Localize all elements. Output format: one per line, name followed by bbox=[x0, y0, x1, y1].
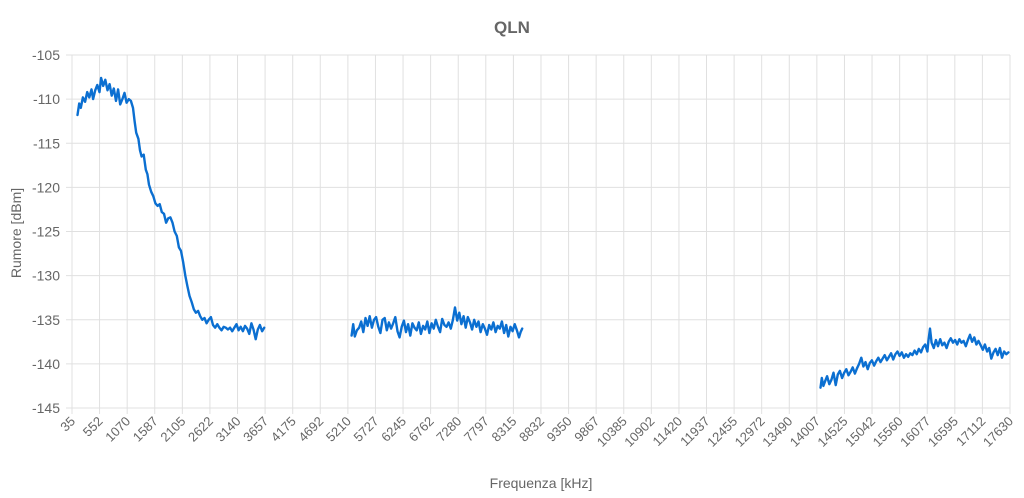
y-tick-label: -120 bbox=[32, 179, 60, 195]
x-tick-label: 8315 bbox=[488, 414, 519, 445]
y-tick-label: -110 bbox=[33, 91, 60, 107]
series-line-3 bbox=[819, 327, 1010, 389]
y-tick-label: -115 bbox=[33, 135, 60, 151]
y-axis-title: Rumore [dBm] bbox=[8, 188, 24, 278]
x-tick-label: 17630 bbox=[980, 414, 1016, 450]
x-tick-label: 7797 bbox=[461, 414, 492, 445]
x-tick-label: 9350 bbox=[544, 414, 575, 445]
y-tick-label: -105 bbox=[32, 47, 60, 63]
x-tick-label: 6762 bbox=[406, 414, 437, 445]
x-tick-label: 3657 bbox=[240, 414, 271, 445]
x-tick-label: 14525 bbox=[814, 414, 850, 450]
x-tick-label: 10902 bbox=[621, 414, 657, 450]
x-tick-label: 4175 bbox=[268, 414, 299, 445]
y-tick-label: -125 bbox=[32, 224, 60, 240]
x-tick-label: 6245 bbox=[378, 414, 409, 445]
x-tick-label: 8832 bbox=[516, 414, 547, 445]
x-axis-title: Frequenza [kHz] bbox=[490, 475, 593, 491]
x-tick-label: 4692 bbox=[295, 414, 326, 445]
y-tick-label: -145 bbox=[32, 400, 60, 416]
grid bbox=[66, 54, 1011, 414]
x-tick-label: 16077 bbox=[897, 414, 933, 450]
y-tick-label: -135 bbox=[32, 312, 60, 328]
x-tick-label: 3140 bbox=[213, 414, 244, 445]
y-axis-ticks: -105 -110 -115 -120 -125 -130 -135 -140 -145 bbox=[32, 47, 60, 416]
x-tick-label: 5727 bbox=[351, 414, 382, 445]
series-layer bbox=[76, 76, 1010, 389]
x-tick-label: 35 bbox=[57, 414, 78, 435]
x-tick-label: 12455 bbox=[704, 414, 740, 450]
x-tick-label: 13490 bbox=[759, 414, 795, 450]
x-tick-label: 7280 bbox=[433, 414, 464, 445]
chart-title: QLN bbox=[494, 18, 530, 37]
y-tick-label: -130 bbox=[32, 268, 60, 284]
x-tick-label: 15042 bbox=[842, 414, 878, 450]
x-tick-label: 2622 bbox=[185, 414, 216, 445]
x-tick-label: 15560 bbox=[870, 414, 906, 450]
x-tick-label: 2105 bbox=[157, 414, 188, 445]
series-line-2 bbox=[350, 306, 524, 339]
x-axis-ticks: 35 55210701587210526223140365741754692521… bbox=[57, 414, 1016, 450]
x-tick-label: 12972 bbox=[732, 414, 768, 450]
x-tick-label: 552 bbox=[80, 414, 106, 440]
x-tick-label: 16595 bbox=[925, 414, 961, 450]
x-tick-label: 11420 bbox=[650, 414, 685, 449]
y-tick-label: -140 bbox=[32, 356, 60, 372]
x-tick-label: 5210 bbox=[323, 414, 354, 445]
x-tick-label: 10385 bbox=[594, 414, 630, 450]
x-tick-label: 1070 bbox=[102, 414, 133, 445]
series-line-1 bbox=[76, 76, 266, 341]
x-tick-label: 1587 bbox=[130, 414, 161, 445]
x-tick-label: 14007 bbox=[787, 414, 823, 450]
